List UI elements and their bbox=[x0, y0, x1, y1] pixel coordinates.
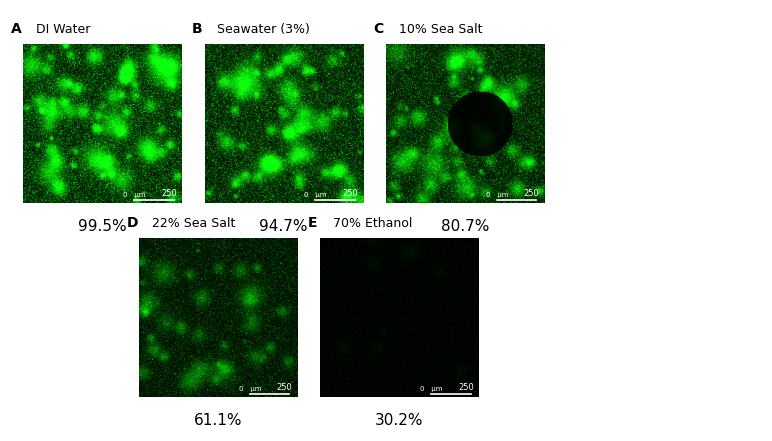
Text: 22% Sea Salt: 22% Sea Salt bbox=[151, 217, 235, 230]
Text: 250: 250 bbox=[342, 189, 358, 198]
Text: 61.1%: 61.1% bbox=[194, 413, 242, 428]
Text: E: E bbox=[308, 216, 317, 230]
Text: C: C bbox=[374, 22, 384, 36]
Text: 80.7%: 80.7% bbox=[441, 219, 489, 234]
Text: 30.2%: 30.2% bbox=[375, 413, 424, 428]
Text: 0   μm: 0 μm bbox=[486, 192, 508, 198]
Text: A: A bbox=[11, 22, 22, 36]
Text: 250: 250 bbox=[458, 383, 474, 392]
Text: B: B bbox=[192, 22, 202, 36]
Text: 250: 250 bbox=[523, 189, 540, 198]
Text: Seawater (3%): Seawater (3%) bbox=[217, 23, 310, 36]
Text: 99.5%: 99.5% bbox=[78, 219, 127, 234]
Text: D: D bbox=[127, 216, 137, 230]
Text: 94.7%: 94.7% bbox=[259, 219, 308, 234]
Text: 0   μm: 0 μm bbox=[123, 192, 145, 198]
Text: 250: 250 bbox=[161, 189, 177, 198]
Text: 70% Ethanol: 70% Ethanol bbox=[333, 217, 412, 230]
Text: DI Water: DI Water bbox=[36, 23, 90, 36]
Text: 0   μm: 0 μm bbox=[239, 386, 261, 392]
Text: 0   μm: 0 μm bbox=[304, 192, 327, 198]
Text: 10% Sea Salt: 10% Sea Salt bbox=[398, 23, 482, 36]
Text: 0   μm: 0 μm bbox=[420, 386, 442, 392]
Text: 250: 250 bbox=[276, 383, 293, 392]
